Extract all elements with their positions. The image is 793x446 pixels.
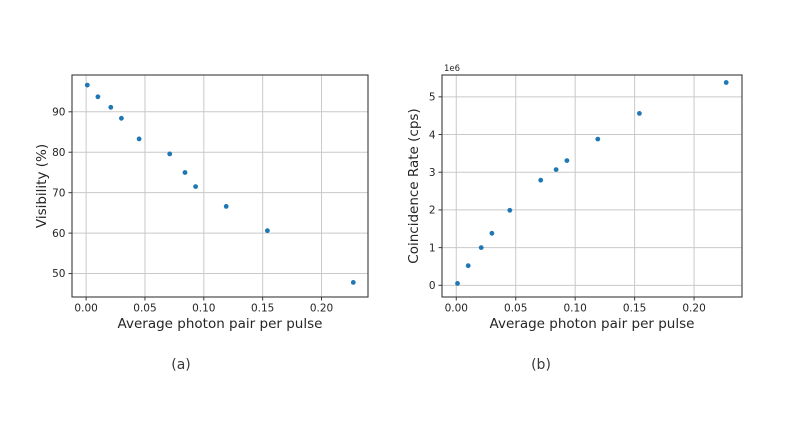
data-point xyxy=(265,228,270,234)
y-tick-label: 1 xyxy=(429,242,436,254)
data-point xyxy=(223,204,229,209)
x-tick-label: 0.20 xyxy=(682,303,705,315)
data-point xyxy=(84,82,90,88)
y-axis-label: Coincidence Rate (cps) xyxy=(406,108,422,263)
x-tick-label: 0.15 xyxy=(251,303,274,315)
y-tick-label: 50 xyxy=(52,268,65,280)
data-point xyxy=(167,151,173,157)
chart-panel-b: 0.00 0.05 0.10 0.15 0.20 0 1 2 3 4 5 Average photon… xyxy=(406,64,743,332)
data-point xyxy=(465,263,471,269)
data-point xyxy=(637,111,642,116)
y-tick-label: 0 xyxy=(429,280,436,292)
y-tick-label: 80 xyxy=(52,147,65,159)
axes-spines xyxy=(71,74,369,298)
data-point xyxy=(595,136,601,142)
data-point xyxy=(136,136,142,142)
x-tick-label: 0.15 xyxy=(623,303,646,315)
chart-panel-a: 0.00 0.05 0.10 0.15 0.20 50 60 70 80 90 Average ph… xyxy=(34,74,369,332)
x-axis-label: Average photon pair per pulse xyxy=(118,316,323,332)
y-tick-label: 70 xyxy=(52,187,65,199)
data-point xyxy=(119,115,124,121)
x-tick-label: 0.20 xyxy=(310,303,333,315)
data-point xyxy=(350,280,356,285)
data-point xyxy=(193,184,199,190)
x-tick-label: 0.05 xyxy=(133,303,156,315)
data-point xyxy=(564,158,570,164)
data-point xyxy=(478,245,484,251)
data-point xyxy=(182,170,188,175)
x-tick-label: 0.10 xyxy=(563,303,586,315)
y-tick-label: 2 xyxy=(429,205,436,217)
panel-b-caption: (b) xyxy=(531,357,551,373)
y-tick-label: 3 xyxy=(429,167,436,179)
x-tick-label: 0.00 xyxy=(445,303,468,315)
y-tick-label: 5 xyxy=(429,92,436,104)
y-tick-label: 4 xyxy=(429,129,436,141)
y-tick-label: 60 xyxy=(52,228,65,240)
data-point xyxy=(538,177,544,183)
y-axis-label: Visibility (%) xyxy=(34,144,50,228)
panel-a-caption: (a) xyxy=(171,357,191,373)
data-point xyxy=(455,281,460,286)
data-point xyxy=(489,230,495,236)
data-point xyxy=(108,104,114,110)
x-tick-label: 0.00 xyxy=(74,303,97,315)
y-axis-offset-text: 1e6 xyxy=(444,64,460,74)
axes-spines xyxy=(441,74,743,298)
data-point xyxy=(723,80,729,85)
x-axis-label: Average photon pair per pulse xyxy=(490,316,695,332)
data-point xyxy=(95,94,101,100)
data-point xyxy=(553,167,559,173)
x-tick-label: 0.10 xyxy=(192,303,215,315)
data-point xyxy=(507,207,513,213)
y-tick-label: 90 xyxy=(52,106,65,118)
x-tick-label: 0.05 xyxy=(504,303,527,315)
